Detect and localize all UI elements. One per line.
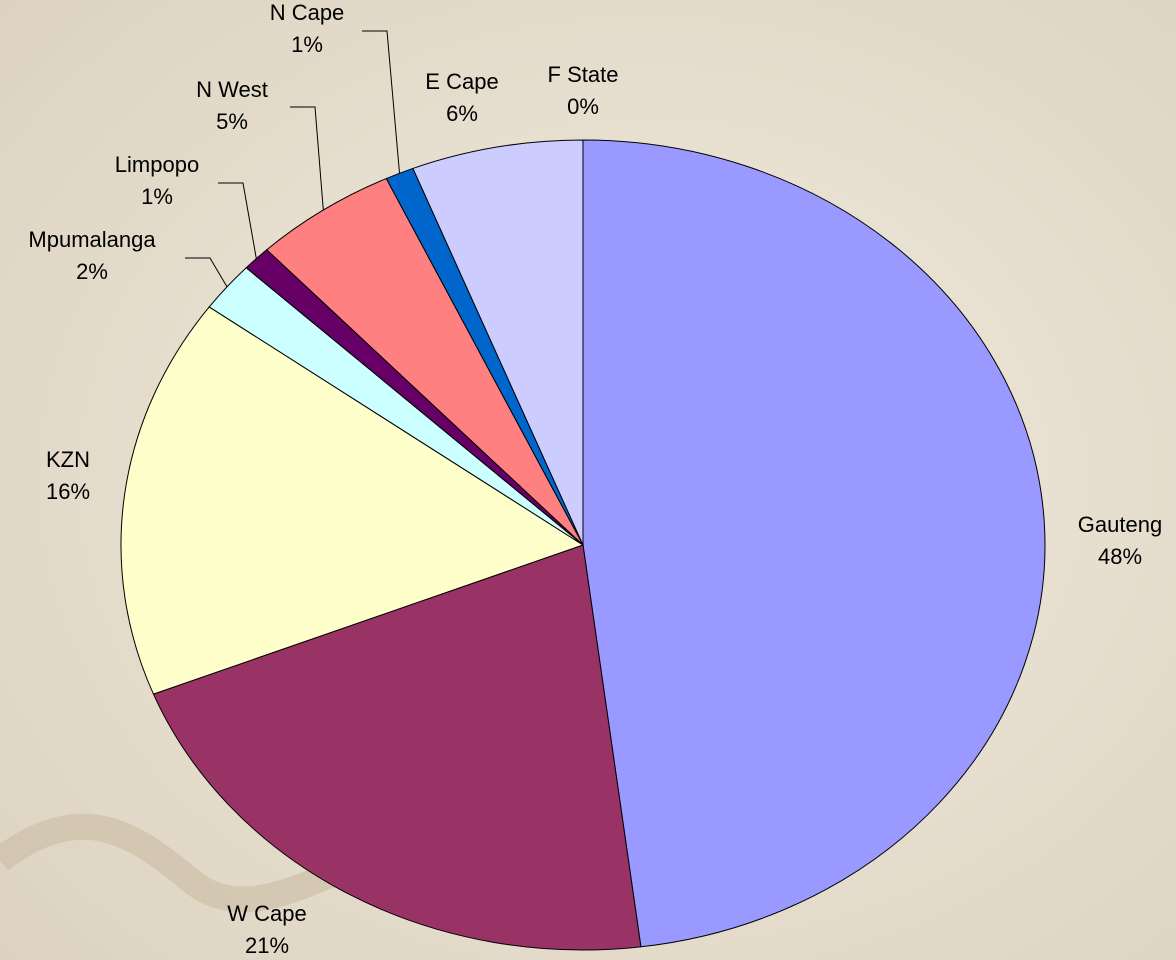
slice-value-label: 16% [46,479,90,504]
pie-slice [152,544,642,951]
slice-label: Mpumalanga [28,227,156,252]
slice-label: KZN [46,447,90,472]
leader-line [185,257,228,288]
slice-label: N West [196,77,268,102]
slice-value-label: 1% [141,184,173,209]
slice-label: W Cape [227,901,306,926]
labels: Gauteng 48% W Cape 21% KZN 16% Mpumalanga 2% Lim… [28,0,1162,958]
slice-label: F State [548,62,619,87]
slice-value-label: 1% [291,32,323,57]
leader-line [218,182,257,259]
leader-line [362,30,401,174]
pie-slice [120,306,585,695]
slice-value-label: 48% [1098,544,1142,569]
pie-slice [265,177,584,546]
pie-slice [412,139,584,546]
pie [120,139,1046,951]
slice-label: Gauteng [1078,512,1162,537]
pie-slice [582,139,1046,948]
slice-label: N Cape [270,0,345,25]
leader-line [290,106,324,211]
slice-value-label: 6% [446,101,478,126]
slice-label: E Cape [425,69,498,94]
slice-label: Limpopo [115,152,199,177]
slice-value-label: 2% [76,259,108,284]
slice-value-label: 0% [567,94,599,119]
slice-value-label: 21% [245,933,289,958]
slice-value-label: 5% [216,109,248,134]
